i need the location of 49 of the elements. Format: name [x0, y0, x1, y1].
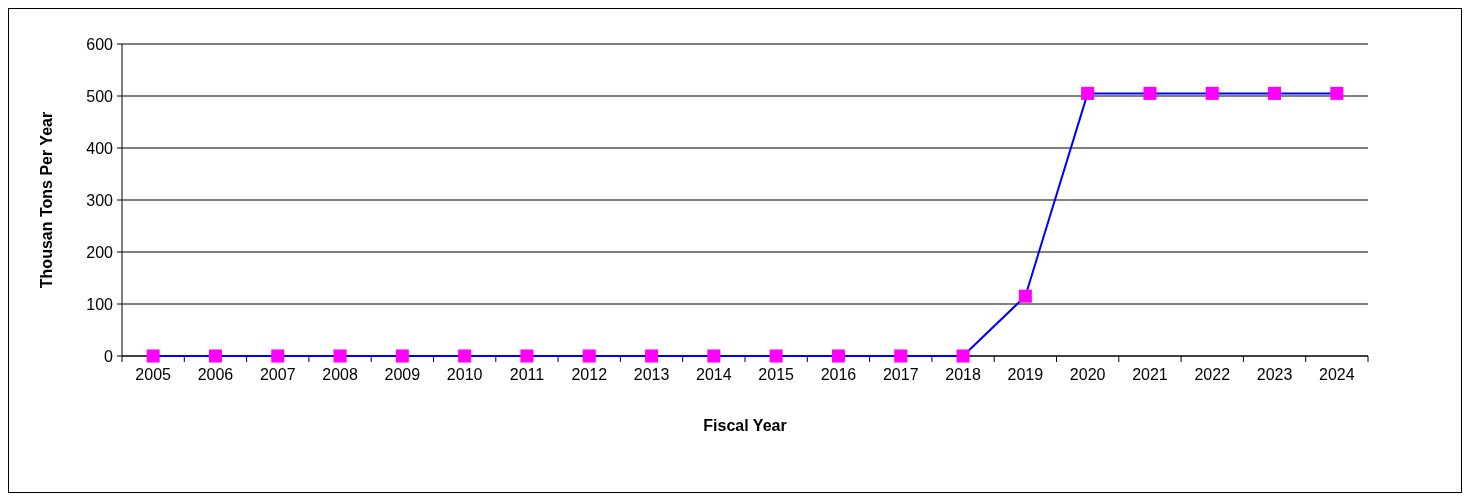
x-tick-label: 2022 [1194, 366, 1231, 383]
y-tick-label: 500 [86, 87, 114, 105]
y-tick-label: 200 [86, 243, 114, 261]
x-tick-label: 2005 [135, 366, 172, 383]
point [1268, 86, 1282, 100]
x-tick-label: 2017 [882, 366, 919, 383]
point [458, 349, 472, 363]
point [395, 349, 409, 363]
point [271, 349, 285, 363]
x-tick-label: 2009 [384, 366, 421, 383]
point [520, 349, 534, 363]
x-axis-title: Fiscal Year [703, 417, 787, 434]
x-tick-label: 2018 [945, 366, 981, 383]
x-tick-label: 2016 [820, 366, 857, 383]
y-tick-label: 400 [86, 139, 114, 157]
x-tick-label: 2024 [1319, 366, 1355, 383]
point [146, 349, 160, 363]
x-tick-label: 2010 [446, 366, 483, 383]
point [707, 349, 721, 363]
y-tick-label: 300 [86, 191, 114, 209]
x-tick-label: 2021 [1132, 366, 1168, 383]
point [1018, 289, 1032, 303]
x-tick-label: 2019 [1007, 366, 1044, 383]
x-tick-label: 2013 [633, 366, 670, 383]
point [333, 349, 347, 363]
y-axis-title: Thousan Tons Per Year [38, 111, 55, 289]
x-tick-label: 2006 [197, 366, 234, 383]
point [1330, 86, 1344, 100]
point [1081, 86, 1095, 100]
x-tick-label: 2014 [696, 366, 732, 383]
point [1143, 86, 1157, 100]
x-tick-label: 2007 [259, 366, 296, 383]
y-tick-label: 600 [86, 35, 114, 53]
y-tick-label: 0 [104, 347, 114, 365]
x-tick-label: 2011 [509, 366, 545, 383]
x-tick-label: 2020 [1069, 366, 1106, 383]
y-tick-label: 100 [86, 295, 114, 313]
point [769, 349, 783, 363]
x-tick-label: 2015 [758, 366, 795, 383]
point [894, 349, 908, 363]
point [208, 349, 222, 363]
x-tick-label: 2008 [322, 366, 358, 383]
point [831, 349, 845, 363]
point [956, 349, 970, 363]
point [1205, 86, 1219, 100]
point [645, 349, 659, 363]
x-tick-label: 2012 [571, 366, 608, 383]
x-tick-label: 2023 [1256, 366, 1293, 383]
point [582, 349, 596, 363]
